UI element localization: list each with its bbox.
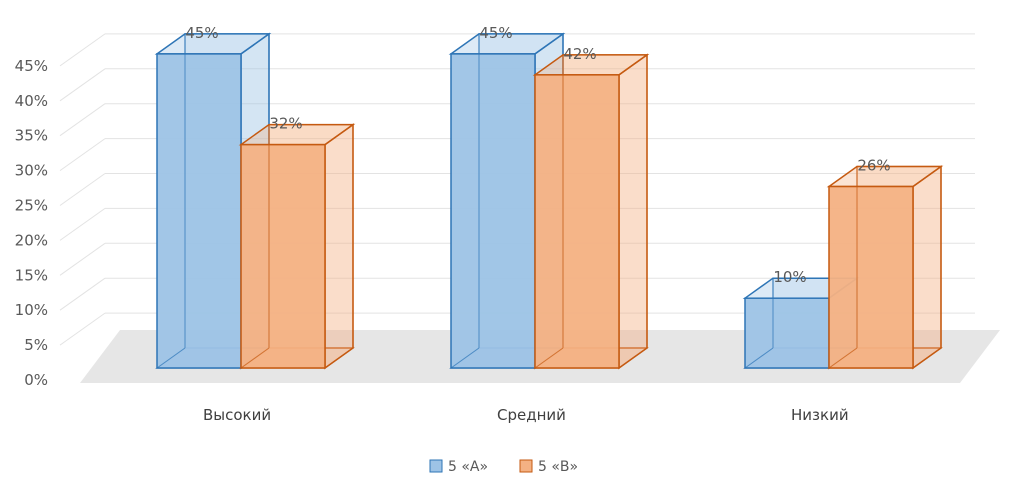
gridline-diagonal bbox=[59, 33, 106, 67]
legend-label: 5 «А» bbox=[448, 459, 488, 475]
bar bbox=[826, 165, 944, 370]
bar bbox=[238, 123, 356, 370]
bar-front-face bbox=[744, 297, 830, 369]
data-labels: 45% 32% 45% 42% 10% 26% bbox=[185, 24, 890, 286]
y-tick-label: 35% bbox=[15, 127, 48, 145]
y-tick-label: 0% bbox=[24, 371, 48, 389]
data-label: 32% bbox=[269, 115, 302, 133]
bar-inner-edge bbox=[828, 347, 858, 369]
y-axis: 0% 5% 10% 15% 20% 25% 30% 35% 40% 45% bbox=[15, 57, 48, 389]
bar-inner-edge bbox=[534, 347, 564, 369]
data-label: 45% bbox=[185, 24, 218, 42]
y-tick-label: 25% bbox=[15, 197, 48, 215]
bar-side-face bbox=[618, 53, 648, 370]
gridline-diagonal bbox=[59, 173, 106, 206]
bar-inner-edge bbox=[156, 347, 186, 369]
legend-label: 5 «В» bbox=[538, 459, 578, 475]
bar-inner-edge bbox=[744, 347, 774, 369]
x-category-label: Высокий bbox=[203, 406, 271, 424]
gridline-diagonal bbox=[59, 103, 106, 137]
bar bbox=[532, 53, 650, 370]
bar-front-face bbox=[450, 53, 536, 369]
bar-side-face bbox=[912, 165, 942, 370]
y-tick-label: 45% bbox=[15, 57, 48, 75]
data-label: 42% bbox=[563, 45, 596, 63]
gridline-diagonal bbox=[59, 207, 106, 241]
bar-inner-edge bbox=[240, 347, 270, 369]
y-tick-label: 20% bbox=[15, 231, 48, 249]
bars bbox=[154, 32, 944, 370]
bar-front-face bbox=[828, 185, 914, 369]
gridline-diagonal bbox=[59, 312, 106, 346]
legend-swatch bbox=[429, 459, 443, 473]
y-tick-label: 10% bbox=[15, 301, 48, 319]
y-tick-label: 5% bbox=[24, 336, 48, 354]
y-tick-label: 40% bbox=[15, 92, 48, 110]
gridline-diagonal bbox=[59, 242, 106, 276]
data-label: 45% bbox=[479, 24, 512, 42]
bar-inner-edge bbox=[450, 347, 480, 369]
y-tick-label: 30% bbox=[15, 162, 48, 180]
data-label: 26% bbox=[857, 157, 890, 175]
x-category-label: Средний bbox=[497, 406, 566, 424]
bar-side-face bbox=[324, 123, 354, 370]
bar-front-face bbox=[534, 74, 620, 369]
bar-front-face bbox=[156, 53, 242, 369]
data-label: 10% bbox=[773, 268, 806, 286]
y-tick-label: 15% bbox=[15, 266, 48, 284]
x-axis: Высокий Средний Низкий bbox=[203, 406, 849, 424]
bar-front-face bbox=[240, 143, 326, 369]
gridline-diagonal bbox=[59, 277, 106, 311]
gridline-diagonal bbox=[59, 138, 106, 172]
legend: 5 «А» 5 «В» bbox=[429, 459, 578, 475]
legend-swatch bbox=[519, 459, 533, 473]
gridline-diagonal bbox=[59, 68, 106, 102]
x-category-label: Низкий bbox=[791, 406, 849, 424]
